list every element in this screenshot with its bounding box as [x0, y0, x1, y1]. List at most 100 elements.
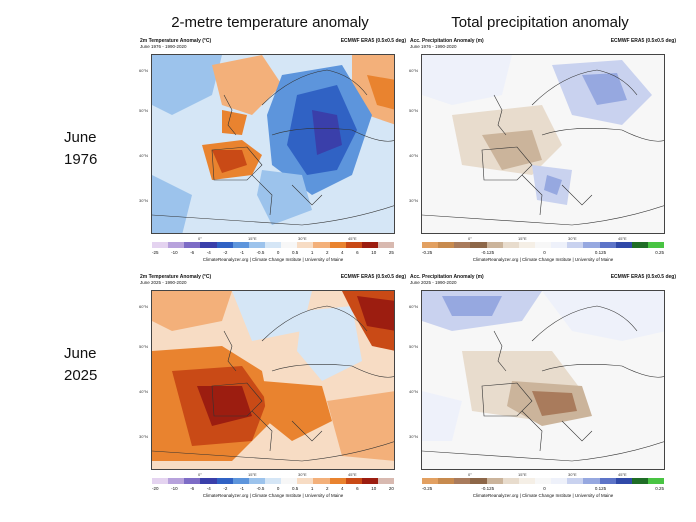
colorbar-swatch [248, 478, 265, 484]
colorbar-swatch [534, 478, 552, 484]
colorbar-tick-label: 0 [276, 250, 280, 255]
colorbar-tick-label: -1 [239, 250, 244, 255]
anomaly-map [421, 54, 665, 234]
colorbar-tick-label: -6 [190, 486, 195, 491]
column-title-temperature: 2-metre temperature anomaly [171, 14, 369, 31]
colorbar-tick-label: 4 [341, 250, 344, 255]
longitude-label: 0° [468, 236, 472, 241]
colorbar-swatch [377, 478, 395, 484]
colorbar-tick-label: 1 [310, 486, 314, 491]
colorbar-swatch [422, 478, 439, 484]
colorbar-tick-label: 6 [356, 250, 359, 255]
colorbar-swatch [534, 242, 552, 248]
colorbar-swatch [454, 242, 471, 248]
colorbar-swatch [297, 478, 314, 484]
colorbar-tick-label: 4 [341, 486, 344, 491]
colorbar-tick-label: -0.5 [256, 486, 265, 491]
latitude-label: 50°N [139, 344, 148, 349]
colorbar-tick-label: -6 [190, 250, 195, 255]
colorbar-swatch [152, 242, 169, 248]
colorbar-tick-label: -10 [171, 250, 178, 255]
colorbar-swatch [518, 478, 535, 484]
longitude-label: 0° [198, 472, 202, 477]
colorbar-swatch [615, 478, 632, 484]
colorbar-swatch [216, 242, 233, 248]
colorbar-tick-label: 1 [310, 250, 314, 255]
colorbar-tick-label: -25 [152, 250, 159, 255]
panel-title: Acc. Precipitation Anomaly (m) [410, 38, 484, 44]
colorbar-tick-label: 0.5 [292, 486, 299, 491]
colorbar-swatch [345, 242, 362, 248]
panel-credit: ClimateReanalyzer.org | Climate Change I… [472, 257, 614, 262]
anomaly-map [421, 290, 665, 470]
colorbar-swatch [567, 478, 584, 484]
panel-subtitle: June 2025 - 1990-2020 [140, 280, 187, 285]
colorbar-ticks: -0.25 -0.125 0 0.125 0.25 [422, 486, 664, 493]
colorbar-tick-label: 6 [356, 486, 359, 491]
latitude-label: 60°N [409, 304, 418, 309]
panel-subtitle: June 1976 - 1990-2020 [410, 44, 457, 49]
latitude-label: 40°N [139, 153, 148, 158]
anomaly-map [151, 54, 395, 234]
panel-subtitle: June 1976 - 1990-2020 [140, 44, 187, 49]
longitude-label: 45°E [348, 236, 357, 241]
colorbar-tick-label: 0 [276, 486, 280, 491]
latitude-label: 60°N [409, 68, 418, 73]
colorbar-swatch [184, 478, 201, 484]
latitude-label: 40°N [409, 153, 418, 158]
colorbar-swatch [361, 242, 378, 248]
panel-credit: ClimateReanalyzer.org | Climate Change I… [202, 257, 344, 262]
colorbar-swatch [168, 478, 185, 484]
colorbar-swatch [232, 478, 249, 484]
longitude-label: 0° [468, 472, 472, 477]
colorbar-swatch [615, 242, 632, 248]
colorbar-ticks: -25 -10 -6 -4 -2 -1 -0.5 0 0.5 1 2 4 6 10 25 [152, 250, 394, 257]
colorbar-swatch [567, 242, 584, 248]
colorbar-tick-label: -0.25 [422, 250, 433, 255]
longitude-label: 45°E [348, 472, 357, 477]
panel-source: ECMWF ERA5 (0.5x0.5 deg) [610, 274, 676, 280]
colorbar-swatch [583, 242, 600, 248]
colorbar-swatch [281, 242, 298, 248]
colorbar-swatch [551, 478, 568, 484]
colorbar-tick-label: 25 [388, 250, 394, 255]
colorbar-tick-label: 10 [371, 250, 377, 255]
colorbar-swatch [502, 478, 519, 484]
colorbar-tick-label: -2 [223, 486, 228, 491]
colorbar-swatch [486, 478, 503, 484]
row-label-1976: June 1976 [64, 127, 97, 171]
row-label-year: 2025 [64, 367, 98, 384]
colorbar-swatch [438, 242, 455, 248]
latitude-label: 30°N [409, 434, 418, 439]
colorbar-swatch [502, 242, 519, 248]
colorbar-swatch [232, 242, 249, 248]
colorbar-swatch [264, 478, 282, 484]
latitude-label: 60°N [139, 304, 148, 309]
latitude-label: 50°N [139, 108, 148, 113]
latitude-label: 40°N [139, 389, 148, 394]
colorbar-swatch [216, 478, 233, 484]
colorbar-tick-label: -4 [206, 486, 211, 491]
colorbar-swatch [454, 478, 471, 484]
colorbar-swatch [329, 242, 346, 248]
latitude-label: 30°N [139, 434, 148, 439]
colorbar-tick-label: -0.5 [256, 250, 265, 255]
colorbar-swatch [345, 478, 362, 484]
colorbar-swatch [486, 242, 503, 248]
panel-title: 2m Temperature Anomaly (°C) [140, 274, 212, 280]
colorbar-swatch [422, 242, 439, 248]
colorbar-tick-label: 0.25 [655, 486, 664, 491]
colorbar-swatch [377, 242, 395, 248]
anomaly-map [151, 290, 395, 470]
longitude-label: 30°E [568, 472, 577, 477]
colorbar-ticks: -0.25 -0.125 0 0.125 0.25 [422, 250, 664, 257]
panel-source: ECMWF ERA5 (0.5x0.5 deg) [340, 38, 406, 44]
colorbar-tick-label: -4 [206, 250, 211, 255]
longitude-label: 0° [198, 236, 202, 241]
panel-title: Acc. Precipitation Anomaly (m) [410, 274, 484, 280]
panel-temperature-2025: 2m Temperature Anomaly (°C) June 2025 - … [138, 274, 408, 499]
colorbar-swatch [200, 478, 217, 484]
temperature-colorbar [152, 478, 395, 484]
colorbar-tick-label: 0.5 [292, 250, 299, 255]
latitude-label: 40°N [409, 389, 418, 394]
